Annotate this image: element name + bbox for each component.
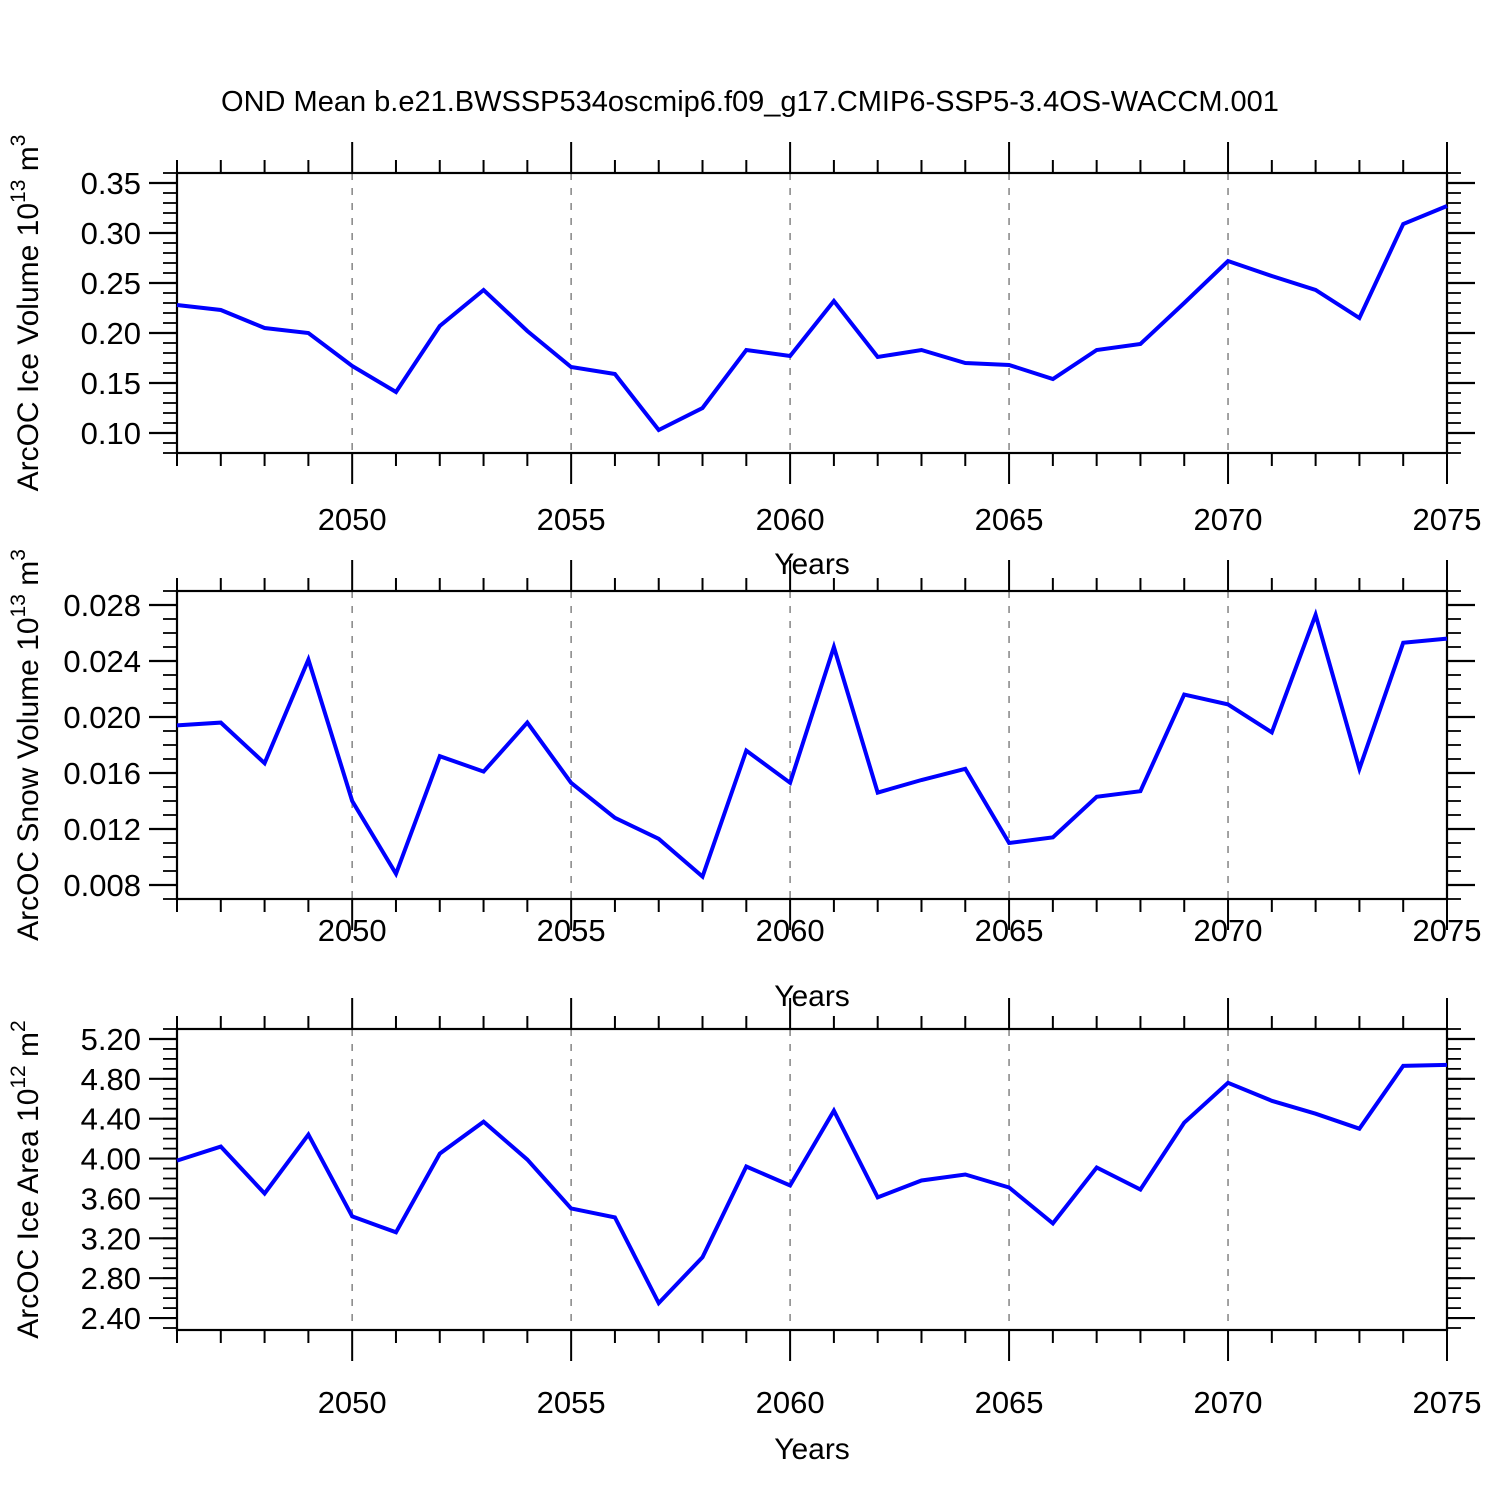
y-tick-label: 5.20 [81, 1022, 141, 1057]
y-tick-label: 0.35 [81, 166, 141, 201]
y-tick-label: 0.028 [63, 588, 141, 623]
y-axis-title: ArcOC Snow Volume 1013 m3 [7, 549, 45, 941]
x-tick-label: 2065 [975, 502, 1044, 537]
x-axis-title: Years [774, 1433, 850, 1466]
y-tick-label: 0.25 [81, 266, 141, 301]
ice-area-panel: 2.40 2.80 3.20 3.60 4.00 4.40 4.80 5.20 2050 2055… [7, 998, 1481, 1466]
snow-volume-line [176, 608, 1448, 881]
y-tick-label: 0.016 [63, 756, 141, 791]
y-tick-label: 0.15 [81, 366, 141, 401]
x-tick-label: 2055 [537, 1385, 606, 1420]
plot-frame [175, 589, 1449, 901]
x-axis-title: Years [774, 548, 850, 581]
x-tick-label: 2050 [318, 502, 387, 537]
y-tick-label: 0.10 [81, 416, 141, 451]
ice-volume-panel: 0.10 0.15 0.20 0.25 0.30 0.35 2050 2055 2060 2065… [7, 135, 1481, 581]
y-tick-label: 2.40 [81, 1301, 141, 1336]
plot-frame [175, 171, 1449, 455]
y-tick-label: 0.30 [81, 216, 141, 251]
x-tick-label: 2055 [537, 502, 606, 537]
x-tick-label: 2075 [1413, 913, 1482, 948]
x-tick-label: 2075 [1413, 502, 1482, 537]
ice-area-line [176, 1062, 1448, 1307]
y-axis-title: ArcOC Ice Area 1012 m2 [7, 1020, 45, 1338]
y-axis-title: ArcOC Ice Volume 1013 m3 [7, 135, 45, 492]
y-tick-label: 0.008 [63, 868, 141, 903]
y-tick-label: 0.20 [81, 316, 141, 351]
x-tick-label: 2050 [318, 1385, 387, 1420]
x-tick-label: 2065 [975, 913, 1044, 948]
plot-frame [175, 1027, 1449, 1332]
ice-volume-line [176, 204, 1448, 433]
y-tick-label: 0.024 [63, 644, 141, 679]
y-tick-label: 2.80 [81, 1261, 141, 1296]
y-tick-label: 0.012 [63, 812, 141, 847]
x-tick-label: 2070 [1194, 913, 1263, 948]
y-tick-label: 4.80 [81, 1062, 141, 1097]
y-tick-label: 4.00 [81, 1142, 141, 1177]
x-tick-label: 2060 [756, 502, 825, 537]
x-tick-label: 2050 [318, 913, 387, 948]
x-tick-label: 2070 [1194, 1385, 1263, 1420]
y-tick-label: 4.40 [81, 1102, 141, 1137]
x-axis-title: Years [774, 980, 850, 1013]
x-tick-label: 2075 [1413, 1385, 1482, 1420]
x-tick-label: 2070 [1194, 502, 1263, 537]
y-tick-label: 0.020 [63, 700, 141, 735]
x-tick-label: 2060 [756, 913, 825, 948]
figure-title: OND Mean b.e21.BWSSP534oscmip6.f09_g17.C… [221, 86, 1279, 118]
x-tick-label: 2060 [756, 1385, 825, 1420]
x-tick-label: 2055 [537, 913, 606, 948]
x-tick-label: 2065 [975, 1385, 1044, 1420]
y-tick-label: 3.20 [81, 1221, 141, 1256]
y-tick-label: 3.60 [81, 1181, 141, 1216]
snow-volume-panel: 0.008 0.012 0.016 0.020 0.024 0.028 2050 2055 20… [7, 549, 1481, 1013]
